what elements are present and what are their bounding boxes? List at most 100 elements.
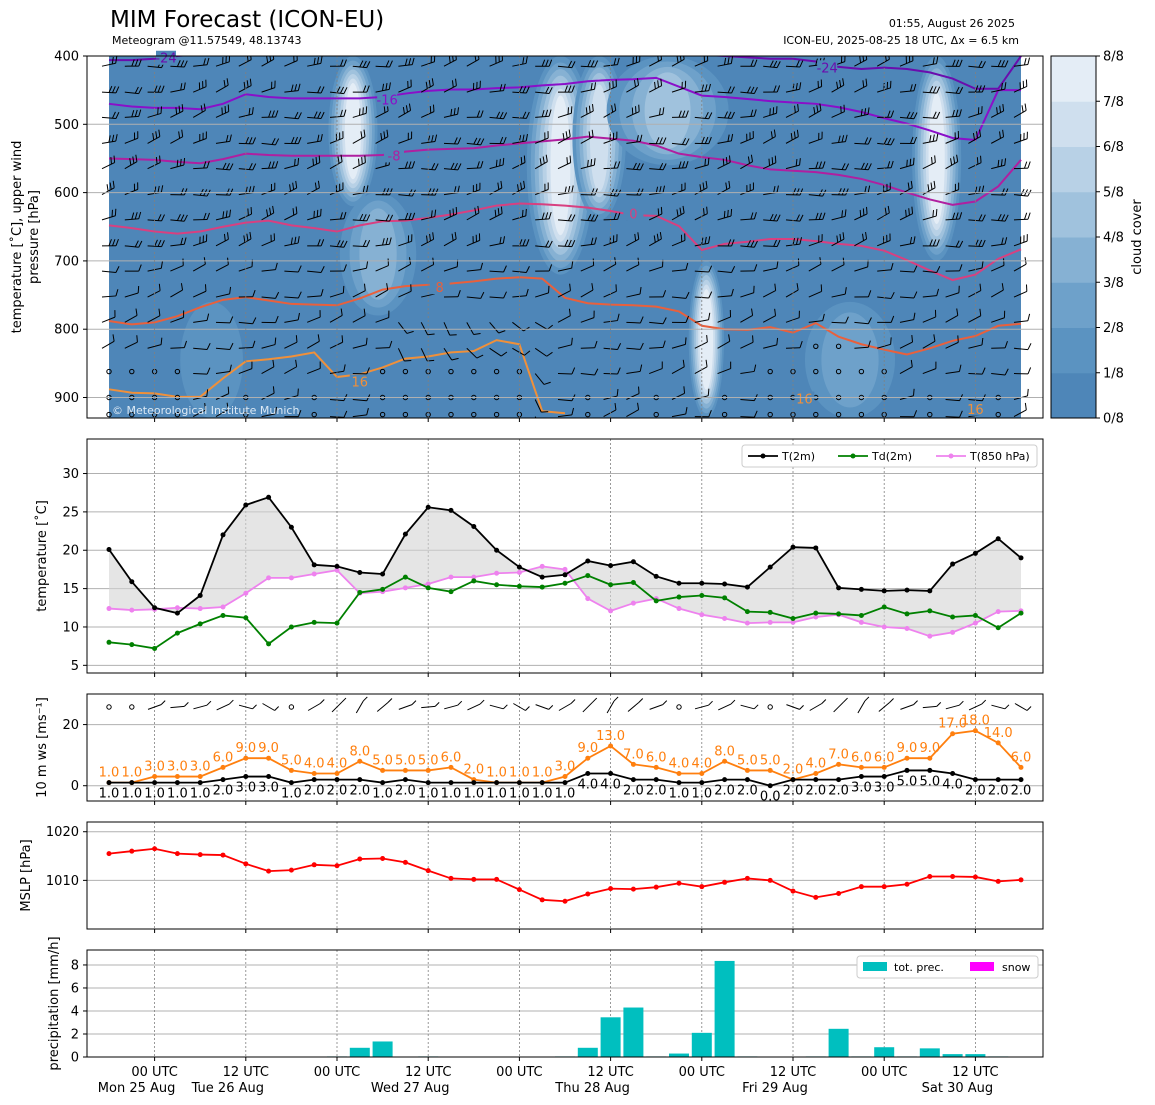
wind-barb — [776, 337, 779, 345]
wind-barb — [352, 344, 367, 349]
legend-label: tot. prec. — [894, 961, 944, 974]
wind-barb — [548, 59, 553, 67]
wind-barb — [980, 155, 982, 163]
wind-barb — [361, 157, 363, 165]
wind-barb — [763, 245, 778, 248]
wind-barb — [170, 265, 184, 272]
wind-barb — [215, 293, 230, 298]
surface-wind-barb — [833, 701, 844, 713]
wind-barb — [317, 86, 321, 93]
contour-label: -16 — [377, 93, 398, 108]
wind-barb — [590, 158, 593, 167]
cloud-band — [644, 72, 691, 149]
wind-barb — [945, 314, 959, 323]
wind-barb — [731, 288, 734, 296]
wind-barb — [660, 78, 663, 86]
surface-wind-barb — [694, 704, 709, 710]
axes-frame — [86, 438, 1044, 674]
speed-data-label: 1.0 — [669, 787, 690, 802]
wind-barb — [656, 233, 659, 241]
calm-wind-marker — [493, 411, 500, 418]
wind-barb — [295, 180, 298, 188]
wind-barb — [956, 154, 959, 162]
wind-barb — [753, 364, 757, 372]
wind-barb — [725, 182, 728, 190]
wind-barb — [776, 261, 779, 269]
calm-wind-marker — [767, 368, 773, 375]
wind-barb — [203, 103, 206, 111]
wind-barb — [955, 109, 959, 117]
y-axis-label: precipitation [mm/h] — [47, 936, 62, 1070]
series-td2m-point — [813, 610, 819, 616]
wind-barb — [229, 134, 232, 142]
wind-barb — [339, 240, 345, 248]
wind-barb — [860, 108, 863, 116]
wind-barb — [175, 107, 178, 115]
wind-barb — [284, 319, 299, 323]
calm-wind-marker — [585, 411, 591, 418]
series-mslp-point — [744, 875, 750, 881]
wind-barb — [180, 237, 184, 245]
wind-barb — [694, 341, 708, 349]
wind-barb — [671, 269, 686, 272]
wind-barb — [466, 142, 481, 146]
wind-barb — [181, 129, 184, 137]
wind-barb — [990, 289, 1004, 298]
wind-barb — [571, 239, 576, 247]
wind-barb — [215, 140, 230, 144]
y-tick-label: 900 — [54, 391, 79, 406]
wind-barb — [520, 182, 523, 190]
wind-barb — [976, 157, 979, 165]
wind-barb — [909, 84, 913, 92]
wind-barb — [890, 110, 895, 118]
wind-barb — [648, 213, 663, 221]
wind-barb — [431, 163, 436, 170]
surface-wind-barb — [341, 697, 347, 703]
wind-barb — [314, 182, 317, 190]
series-t850-point — [790, 619, 796, 625]
wind-barb — [785, 289, 799, 298]
y-tick-label: 6 — [71, 981, 79, 996]
wind-barb — [885, 56, 887, 62]
wind-barb — [523, 180, 526, 188]
wind-barb — [421, 293, 435, 298]
wind-barb — [728, 334, 731, 342]
wind-barb — [929, 86, 934, 93]
wind-barb — [659, 162, 664, 170]
wind-barb — [542, 428, 549, 429]
wind-barb — [548, 264, 553, 272]
wind-barb — [945, 91, 960, 95]
wind-barb — [152, 132, 155, 141]
wind-barb — [877, 343, 891, 349]
wind-barb — [476, 354, 484, 359]
wind-barb — [420, 348, 428, 362]
wind-barb — [981, 239, 986, 247]
wind-barb — [899, 341, 913, 349]
series-speed-point — [106, 780, 112, 786]
series-td2m-point — [357, 589, 363, 595]
calm-wind-marker — [448, 411, 454, 418]
series-speed-point — [972, 777, 978, 783]
gust-data-label: 5.0 — [760, 753, 781, 768]
wind-barb — [694, 270, 709, 273]
wind-barb — [317, 180, 320, 188]
calm-wind-marker — [174, 411, 181, 418]
wind-barb — [336, 240, 341, 247]
wind-barb — [385, 188, 390, 196]
wind-barb — [307, 270, 322, 274]
wind-barb — [157, 239, 162, 247]
series-t850-point — [471, 574, 477, 580]
wind-barb — [899, 270, 915, 273]
wind-barb — [839, 79, 842, 88]
series-t850-point — [858, 619, 864, 625]
wind-barb — [180, 158, 182, 166]
speed-data-label: 1.0 — [418, 787, 439, 802]
series-t2m-point — [539, 574, 545, 580]
series-speed-point — [266, 774, 272, 780]
wind-barb — [831, 111, 845, 118]
wind-barb — [671, 87, 686, 93]
y-tick-label: 400 — [54, 50, 79, 65]
wind-barb — [876, 212, 890, 221]
wind-barb — [251, 107, 254, 115]
wind-barb — [113, 155, 116, 163]
